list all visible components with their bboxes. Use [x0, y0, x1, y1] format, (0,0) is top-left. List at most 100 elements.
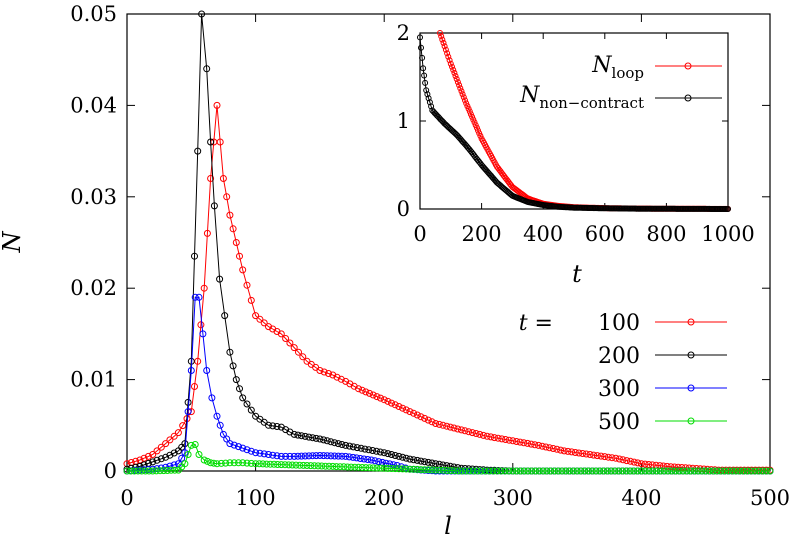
data-point: [732, 467, 740, 475]
data-point: [208, 394, 216, 402]
data-point: [301, 452, 309, 460]
data-point: [149, 467, 157, 475]
data-point: [195, 293, 203, 301]
x-tick-label: 500: [750, 486, 789, 510]
data-point: [417, 413, 425, 421]
x-tick-label: 800: [646, 222, 686, 246]
inset-legend-noncontract-marker: [684, 94, 692, 102]
data-point: [361, 445, 369, 453]
data-point: [203, 367, 211, 374]
data-point: [656, 467, 664, 475]
data-point: [406, 408, 414, 416]
data-point: [489, 467, 497, 475]
series-line: [126, 105, 770, 471]
data-point: [702, 467, 710, 475]
inset-legend-loop-marker: [684, 62, 692, 70]
data-point: [485, 467, 493, 475]
data-point: [668, 467, 676, 475]
data-point: [273, 452, 281, 460]
data-point: [323, 452, 331, 460]
data-point: [380, 464, 388, 472]
data-point: [454, 79, 461, 86]
data-point: [191, 252, 198, 260]
data-point: [318, 462, 326, 470]
data-point: [140, 454, 148, 462]
data-point: [399, 404, 407, 412]
data-point: [270, 460, 278, 468]
data-point: [566, 467, 573, 475]
data-point: [263, 460, 271, 468]
data-point: [277, 452, 285, 460]
data-point: [384, 397, 392, 405]
data-point: [321, 462, 329, 470]
data-point: [320, 368, 328, 376]
data-point: [747, 467, 755, 475]
data-point: [316, 435, 324, 443]
data-point: [358, 464, 366, 471]
data-point: [399, 465, 407, 473]
x-tick-label: 0: [413, 222, 426, 246]
data-point: [766, 467, 774, 475]
data-point: [461, 467, 469, 475]
data-point: [502, 436, 509, 443]
data-point: [203, 457, 211, 465]
data-point: [327, 438, 335, 446]
x-tick-label: 300: [493, 486, 533, 510]
data-point: [516, 467, 524, 475]
data-point: [439, 421, 447, 429]
data-point: [417, 466, 425, 474]
data-point: [260, 319, 268, 327]
data-point: [424, 416, 432, 424]
data-point: [490, 434, 498, 442]
data-point: [450, 424, 458, 432]
data-point: [391, 452, 399, 459]
data-point: [141, 467, 149, 475]
data-point: [410, 456, 418, 464]
data-point: [630, 458, 638, 466]
data-point: [198, 10, 206, 18]
data-point: [187, 441, 195, 449]
data-point: [457, 85, 464, 92]
data-point: [449, 63, 455, 70]
data-point: [207, 459, 215, 467]
data-point: [191, 441, 199, 448]
data-point: [725, 206, 731, 212]
data-point: [294, 452, 302, 460]
data-point: [439, 36, 446, 43]
data-point: [579, 450, 587, 457]
data-point: [634, 459, 642, 467]
data-point: [516, 438, 524, 446]
data-point: [694, 467, 702, 475]
data-point: [451, 69, 458, 76]
data-point: [134, 467, 142, 475]
data-point: [226, 211, 234, 219]
data-point: [466, 108, 473, 115]
x-tick-label: 200: [364, 486, 404, 510]
data-point: [582, 450, 590, 458]
data-point: [527, 440, 535, 448]
data-point: [216, 275, 224, 283]
data-point: [163, 467, 171, 474]
data-point: [653, 467, 660, 475]
data-point: [357, 444, 365, 452]
data-point: [736, 467, 744, 475]
data-point: [553, 445, 561, 453]
data-point: [281, 461, 289, 469]
data-point: [149, 451, 157, 458]
data-point: [312, 434, 320, 442]
data-point: [535, 467, 543, 475]
data-point: [334, 452, 342, 460]
data-point: [560, 447, 568, 455]
data-point: [645, 467, 653, 475]
data-point: [679, 467, 687, 475]
data-point: [327, 452, 335, 460]
data-point: [422, 79, 429, 86]
data-point: [421, 458, 429, 466]
data-point: [389, 461, 397, 469]
data-point: [634, 467, 642, 475]
data-point: [615, 455, 623, 463]
y-tick-label: 0.04: [70, 93, 117, 117]
data-point: [557, 446, 565, 454]
